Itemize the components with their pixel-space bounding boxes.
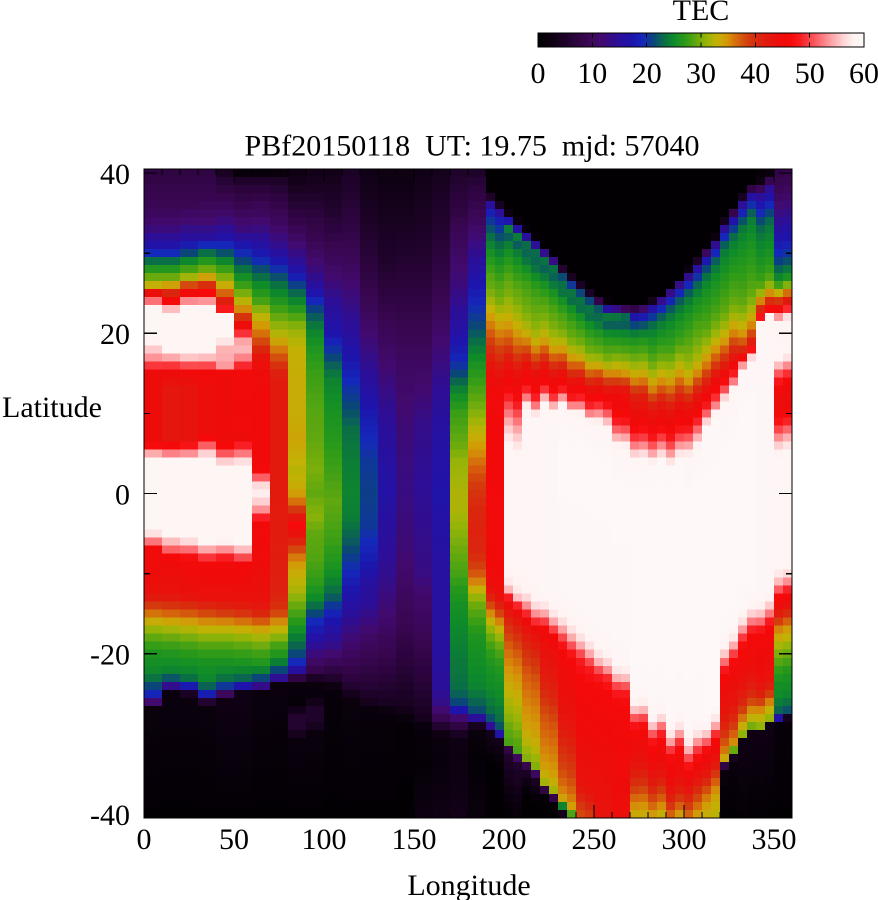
svg-text:10: 10 [577, 57, 607, 90]
svg-text:30: 30 [686, 57, 716, 90]
svg-text:-40: -40 [90, 799, 130, 832]
svg-text:50: 50 [795, 57, 825, 90]
svg-text:40: 40 [100, 158, 130, 191]
svg-text:TEC: TEC [673, 0, 730, 27]
svg-text:40: 40 [740, 57, 770, 90]
svg-text:0: 0 [137, 823, 152, 856]
svg-text:20: 20 [632, 57, 662, 90]
svg-text:250: 250 [572, 823, 617, 856]
svg-text:60: 60 [849, 57, 878, 90]
svg-text:0: 0 [115, 478, 130, 511]
svg-text:-20: -20 [90, 639, 130, 672]
svg-text:PBf20150118 UT: 19.75 mjd: 5: PBf20150118 UT: 19.75 mjd: 57040 [245, 130, 700, 163]
svg-text:300: 300 [662, 823, 707, 856]
svg-text:200: 200 [482, 823, 527, 856]
svg-text:Longitude: Longitude [407, 869, 530, 900]
svg-text:150: 150 [392, 823, 437, 856]
svg-text:50: 50 [219, 823, 249, 856]
svg-text:100: 100 [302, 823, 347, 856]
svg-text:0: 0 [531, 57, 546, 90]
svg-text:350: 350 [752, 823, 797, 856]
svg-text:20: 20 [100, 318, 130, 351]
svg-text:Latitude: Latitude [2, 391, 102, 424]
